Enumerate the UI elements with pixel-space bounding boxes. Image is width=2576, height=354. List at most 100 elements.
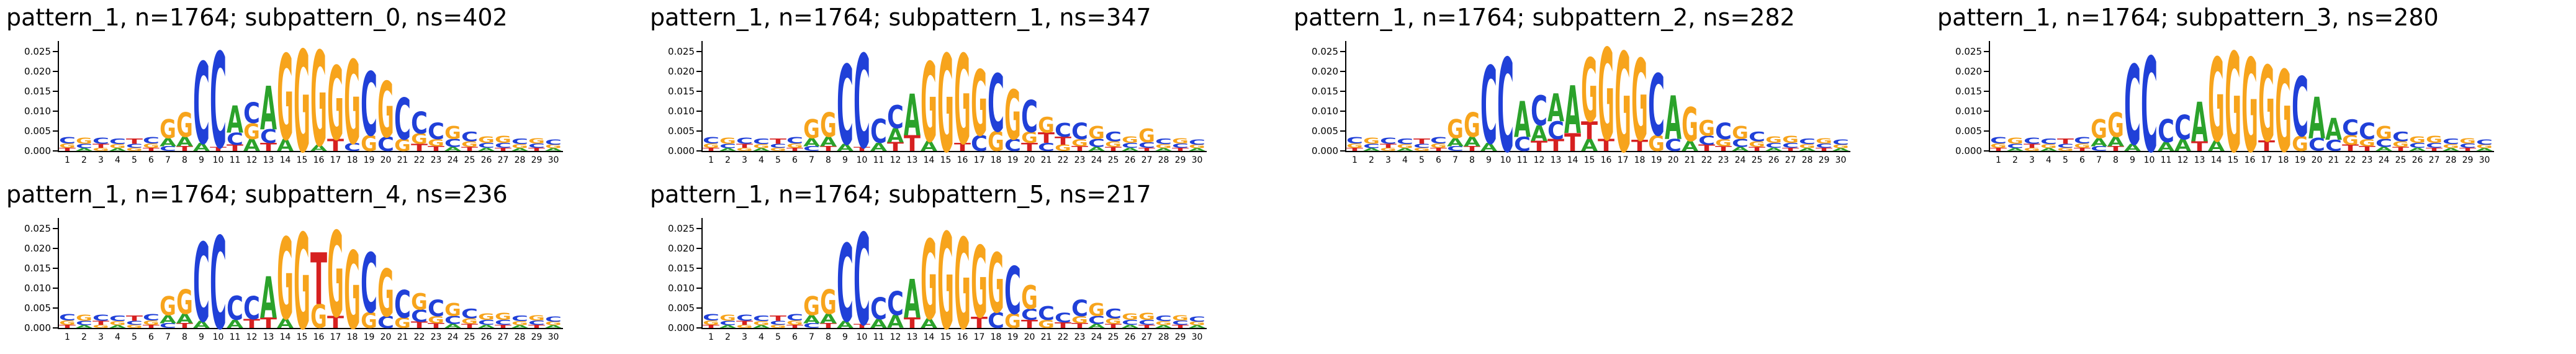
logo-letter-C: C xyxy=(2476,138,2493,147)
y-tick-label: 0.020 xyxy=(1955,66,1982,77)
x-tick-label: 26 xyxy=(1124,332,1136,342)
logo-letter-G: G xyxy=(1413,147,1430,152)
logo-letter-T: T xyxy=(853,323,871,329)
x-tick-label: 30 xyxy=(547,155,559,165)
logo-letter-C: C xyxy=(227,129,243,148)
logo-letter-C: C xyxy=(786,312,803,323)
x-tick-label: 13 xyxy=(2194,155,2205,165)
x-tick-label: 5 xyxy=(132,332,137,342)
x-tick-label: 6 xyxy=(148,332,154,342)
x-tick-label: 16 xyxy=(1600,155,1612,165)
logo-letter-C: C xyxy=(1447,145,1464,153)
x-tick-label: 27 xyxy=(2428,155,2440,165)
y-tick-label: 0.025 xyxy=(668,223,695,234)
logo-letter-T: T xyxy=(92,143,110,149)
logo-letter-G: G xyxy=(1155,143,1172,149)
logo-letter-G: G xyxy=(294,22,310,184)
logo-letter-C: C xyxy=(719,143,736,150)
x-tick-label: 18 xyxy=(346,332,358,342)
logo-letter-G: G xyxy=(1172,137,1189,145)
x-tick-label: 27 xyxy=(497,332,509,342)
x-tick-label: 24 xyxy=(1091,155,1102,165)
logo-letter-G: G xyxy=(1816,137,1832,145)
x-tick-label: 16 xyxy=(957,332,968,342)
logo-letter-G: G xyxy=(394,315,411,332)
logo-letter-C: C xyxy=(703,312,719,323)
logo-letter-G: G xyxy=(461,317,478,325)
logo-letter-T: T xyxy=(126,137,143,145)
logo-letter-G: G xyxy=(1021,129,1038,147)
logo-letter-G: G xyxy=(1397,143,1413,149)
logo-letter-A: A xyxy=(719,324,737,329)
y-tick-mark xyxy=(53,327,58,329)
y-tick-label: 0.005 xyxy=(24,125,51,137)
logo-letter-G: G xyxy=(1138,125,1155,147)
logo-letter-A: A xyxy=(887,312,904,332)
logo-letter-T: T xyxy=(2392,146,2410,152)
x-tick-label: 9 xyxy=(199,155,204,165)
x-tick-label: 14 xyxy=(279,155,291,165)
logo-letter-G: G xyxy=(820,282,837,322)
logo-letter-G: G xyxy=(1782,134,1799,146)
x-tick-label: 30 xyxy=(547,332,559,342)
logo-letter-G: G xyxy=(277,30,294,166)
x-tick-label: 17 xyxy=(2261,155,2272,165)
logo-letter-C: C xyxy=(2057,143,2074,149)
logo-letter-C: C xyxy=(2074,135,2091,146)
logo-letter-G: G xyxy=(971,52,988,157)
logo-letter-C: C xyxy=(143,135,160,146)
logo-letter-C: C xyxy=(160,145,176,153)
x-tick-label: 1 xyxy=(65,332,70,342)
logo-letter-G: G xyxy=(495,311,511,323)
y-tick-label: 0.000 xyxy=(1312,145,1338,157)
x-tick-label: 12 xyxy=(246,332,258,342)
logo-letter-G: G xyxy=(2409,135,2426,145)
y-tick-label: 0.005 xyxy=(24,302,51,314)
logo-letter-C: C xyxy=(243,97,260,130)
logo-letter-G: G xyxy=(954,212,971,354)
logo-letter-C: C xyxy=(2426,142,2443,150)
y-tick-mark xyxy=(696,91,701,92)
logo-letter-C: C xyxy=(1071,295,1088,322)
logo-letter-G: G xyxy=(988,126,1004,158)
logo-letter-G: G xyxy=(786,142,803,149)
logo-letter-G: G xyxy=(243,119,260,144)
x-tick-row: 1 2 3 4 5 6 7 8 9 10 11 12 13 14 15 16 17 18 19 20 21 22 23 24 2… xyxy=(1990,155,2493,165)
logo-letter-T: T xyxy=(1631,137,1649,155)
logo-letter-G: G xyxy=(803,114,820,144)
logo-letter-G: G xyxy=(411,130,428,147)
logo-letter-C: C xyxy=(1055,119,1071,141)
y-tick-mark xyxy=(53,71,58,72)
x-tick-label: 6 xyxy=(792,155,798,165)
y-tick-label: 0.000 xyxy=(24,145,51,157)
y-tick-label: 0.000 xyxy=(24,322,51,334)
x-tick-label: 23 xyxy=(2361,155,2373,165)
logo-letter-C: C xyxy=(1749,130,1765,145)
logo-letter-G: G xyxy=(1765,135,1782,145)
logo-letter-A: A xyxy=(260,265,277,332)
x-tick-label: 6 xyxy=(1436,155,1441,165)
x-tick-label: 6 xyxy=(148,155,154,165)
logo-letter-A: A xyxy=(1581,136,1598,155)
logo-letter-T: T xyxy=(428,145,444,152)
logo-letter-G: G xyxy=(954,30,971,173)
x-tick-label: 14 xyxy=(279,332,291,342)
logo-letter-A: A xyxy=(1564,72,1581,149)
logo-letter-A: A xyxy=(2091,136,2108,149)
logo-letter-T: T xyxy=(528,147,546,152)
x-axis-spine xyxy=(701,328,1207,329)
logo-letter-T: T xyxy=(2426,147,2443,152)
logo-letter-C: C xyxy=(2376,137,2392,150)
x-tick-label: 28 xyxy=(514,332,526,342)
x-tick-label: 4 xyxy=(759,332,764,342)
logo-letter-T: T xyxy=(1413,137,1430,145)
logo-letter-A: A xyxy=(1122,324,1139,329)
x-tick-label: 25 xyxy=(2395,155,2407,165)
logo-letter-C: C xyxy=(2007,143,2024,150)
logo-letter-T: T xyxy=(143,324,160,329)
x-tick-label: 3 xyxy=(742,155,747,165)
logo-letter-G: G xyxy=(495,134,511,146)
logo-letter-C: C xyxy=(1189,138,1205,147)
logo-letter-G: G xyxy=(2459,137,2476,145)
